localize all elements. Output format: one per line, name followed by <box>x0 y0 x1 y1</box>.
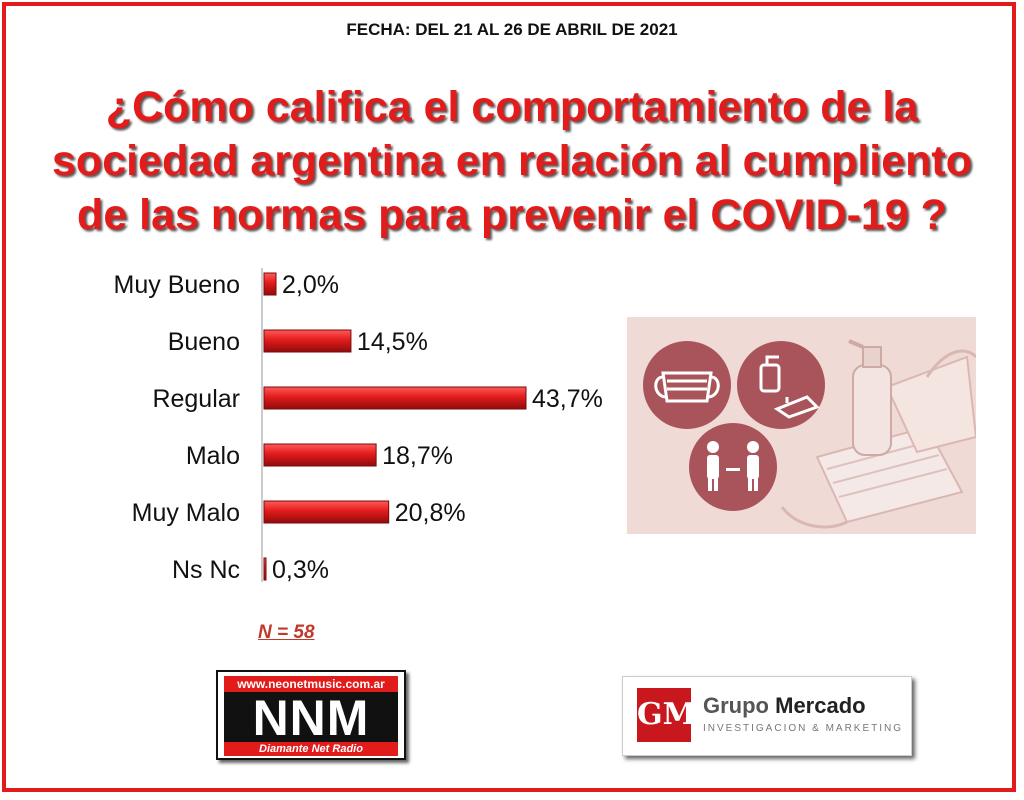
nnm-wordmark: NNM <box>224 692 398 744</box>
nnm-logo: www.neonetmusic.com.ar NNM Diamante Net … <box>216 670 406 760</box>
value-label: 14,5% <box>357 328 428 356</box>
covid-prevention-photo <box>627 317 976 534</box>
bar-chart: Muy Bueno 2,0% Bueno 14,5% Regular 43,7% Malo 1… <box>114 268 603 584</box>
gm-tagline: INVESTIGACION & MARKETING <box>703 723 904 734</box>
social-distance-icon <box>689 423 777 511</box>
value-label: 2,0% <box>282 271 339 299</box>
value-label: 0,3% <box>272 556 329 584</box>
mask-icon <box>643 341 731 429</box>
question-title: ¿Cómo califica el comportamiento de la s… <box>30 80 994 242</box>
question-line-2: sociedad argentina en relación al cumpli… <box>52 137 972 185</box>
bar-muy-bueno <box>263 272 277 296</box>
value-label: 43,7% <box>532 385 603 413</box>
survey-date: FECHA: DEL 21 AL 26 DE ABRIL DE 2021 <box>346 20 678 39</box>
bar-muy-malo <box>263 500 390 524</box>
question-line-1: ¿Cómo califica el comportamiento de la <box>105 83 919 131</box>
gm-name: Grupo Mercado <box>703 693 866 718</box>
category-label: Bueno <box>168 328 240 356</box>
sanitizer-bottle-image <box>848 339 892 456</box>
category-label: Muy Malo <box>132 499 240 527</box>
sample-size: N = 58 <box>258 622 315 643</box>
question-line-3: de las normas para prevenir el COVID-19 … <box>77 191 947 239</box>
category-label: Malo <box>186 442 240 470</box>
category-label: Ns Nc <box>172 556 240 584</box>
red-border-frame <box>2 2 1016 792</box>
nnm-radio-name: Diamante Net Radio <box>224 742 398 756</box>
category-label: Muy Bueno <box>114 271 240 299</box>
value-label: 18,7% <box>382 442 453 470</box>
nnm-url: www.neonetmusic.com.ar <box>224 676 398 692</box>
category-label: Regular <box>152 385 240 413</box>
bar-ns-nc <box>263 557 267 581</box>
bar-malo <box>263 443 377 467</box>
bar-bueno <box>263 329 352 353</box>
gm-mark: GM <box>637 688 696 742</box>
grupo-mercado-logo: GM Grupo Mercado INVESTIGACION & MARKETI… <box>622 676 912 756</box>
value-label: 20,8% <box>395 499 466 527</box>
hand-sanitizer-icon <box>737 341 825 429</box>
bar-regular <box>263 386 527 410</box>
